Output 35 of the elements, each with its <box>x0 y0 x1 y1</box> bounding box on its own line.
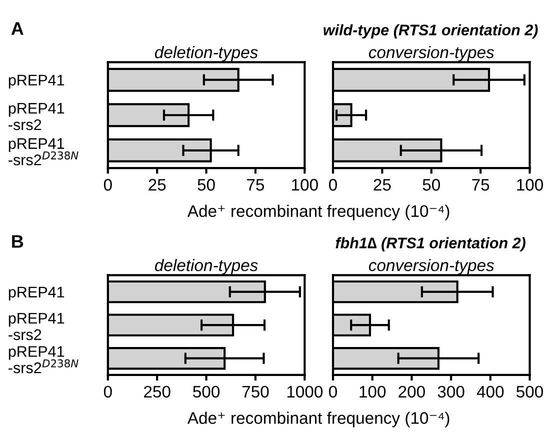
x-tick-label: 200 <box>398 386 425 398</box>
chart-title: conversion-types <box>368 46 494 62</box>
x-tick-label: 250 <box>144 386 170 398</box>
x-tick-label: 750 <box>242 386 269 398</box>
text: A <box>11 22 24 35</box>
x-tick-label: 1000 <box>287 386 323 398</box>
y-tick-label: pREP41 <box>8 286 64 301</box>
text: fbh1∆ (RTS1 orientation 2) <box>336 237 526 252</box>
x-tick-label: 75 <box>247 179 264 191</box>
x-tick-label: 75 <box>472 179 490 191</box>
x-axis-title: Ade⁺ recombinant frequency (10⁻⁴) <box>187 412 450 428</box>
y-tick-label: pREP41 -srs2$^{D238N}$ <box>8 138 78 166</box>
chart-title: deletion-types <box>154 46 258 62</box>
x-tick-label: 400 <box>476 386 504 398</box>
x-tick-label: 50 <box>422 178 440 191</box>
text: wild-type (RTS1 orientation 2) <box>324 24 538 38</box>
chart-title: conversion-types <box>368 258 494 274</box>
x-tick-label: 50 <box>198 178 215 191</box>
x-tick-label: 0 <box>104 178 112 191</box>
x-axis-title: Ade⁺ recombinant frequency (10⁻⁴) <box>187 204 450 220</box>
x-tick-label: 100 <box>292 178 318 191</box>
x-tick-label: 25 <box>148 178 166 191</box>
text: B <box>12 235 24 248</box>
x-tick-label: 100 <box>517 178 543 191</box>
x-tick-label: 0 <box>329 178 337 191</box>
chart-title: deletion-types <box>154 258 258 274</box>
x-tick-label: 100 <box>360 386 386 398</box>
y-tick-label: pREP41 <box>8 74 64 89</box>
x-tick-label: 0 <box>104 386 112 398</box>
x-tick-label: 25 <box>374 178 391 191</box>
x-tick-label: 300 <box>438 386 464 398</box>
x-tick-label: 0 <box>329 386 337 398</box>
x-tick-label: 500 <box>516 386 543 398</box>
x-tick-label: 500 <box>193 386 220 398</box>
y-tick-label: pREP41 -srs2$^{D238N}$ <box>8 346 78 374</box>
